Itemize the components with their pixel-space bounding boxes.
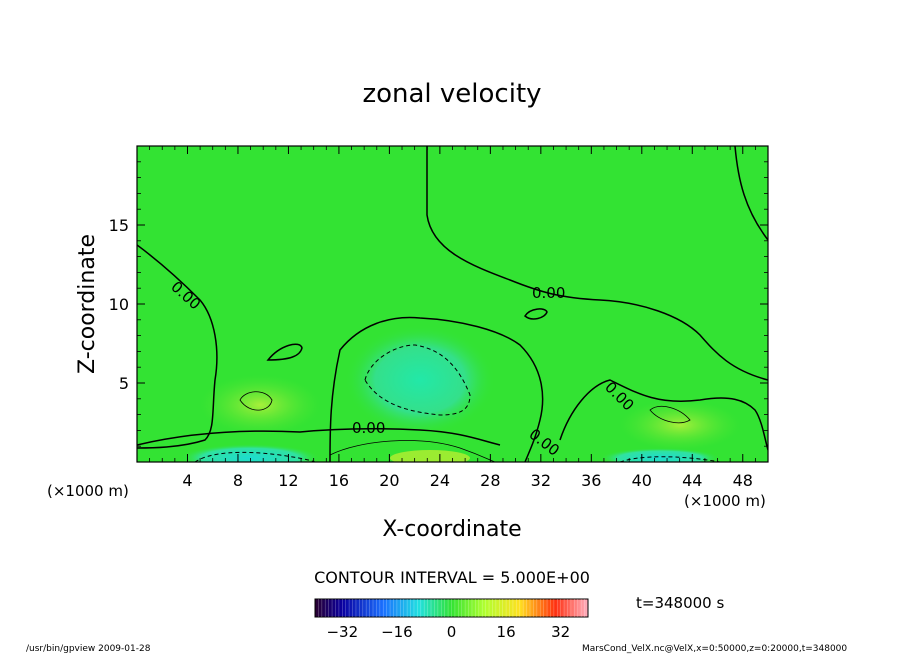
x-tick-label: 40 [632,471,652,490]
colorbar [314,598,589,618]
time-label: t=348000 s [636,594,724,612]
contour-interval: CONTOUR INTERVAL = 5.000E+00 [314,568,590,587]
y-axis-label: Z-coordinate [75,234,100,374]
chart-title: zonal velocity [362,79,541,109]
x-tick-label: 44 [682,471,702,490]
x-tick-label: 28 [480,471,500,490]
zero-contour-lower [137,427,501,446]
x-tick-label: 32 [531,471,551,490]
y-tick-label: 5 [119,374,129,393]
zero-contour-top-right [734,146,768,241]
colorbar-tick-label: 16 [497,623,516,641]
dashed-contour-bottom-right [619,456,721,462]
colorbar-tick-label: 32 [551,623,570,641]
footer-right: MarsCond_VelX.nc@VelX,x=0:50000,z=0:2000… [582,644,847,654]
thin-contour-right [649,406,691,424]
positive-region-right [620,400,740,450]
negative-contours [194,344,721,462]
x-axis-ticks: 4 8 12 16 20 24 28 32 36 40 44 48 [149,146,756,490]
x-tick-label: 8 [233,471,243,490]
contour-label: 0.00 [532,284,565,302]
x-tick-label: 48 [733,471,753,490]
colorbar-tick-label: 0 [447,623,457,641]
x-tick-label: 36 [581,471,601,490]
x-tick-label: 24 [430,471,450,490]
y-axis-ticks: 5 10 15 [109,161,768,447]
colorbar-tick-label: −32 [326,623,358,641]
x-unit-left: (×1000 m) [47,482,129,500]
dashed-contour-center [364,344,471,416]
zero-contour-left [137,244,218,449]
contour-lines [137,146,768,462]
footer-left: /usr/bin/gpview 2009-01-28 [26,644,151,654]
colorbar-ticks: −32 −16 0 16 32 [326,623,570,641]
zero-contour-blob-2 [524,308,548,320]
x-tick-label: 16 [329,471,349,490]
zero-contour-blob-1 [266,343,303,361]
positive-region-bottom-center [390,450,470,462]
thin-contour-left [239,391,273,411]
colorbar-stripes [318,599,585,617]
negative-region-bottom-right [600,448,720,462]
x-tick-label: 4 [182,471,192,490]
plot-area: 0.00 0.00 0.00 0.00 0.00 [137,146,768,462]
thin-contour-bottom [329,440,496,462]
dashed-contour-bottom-left [194,451,316,462]
negative-region-center [345,325,495,435]
x-unit-right: (×1000 m) [684,492,766,510]
x-tick-label: 20 [379,471,399,490]
y-tick-label: 10 [109,295,129,314]
x-axis-label: X-coordinate [382,517,521,542]
zero-contour-right [559,379,768,451]
zero-contour-center [329,316,544,462]
positive-contours [239,391,691,462]
zero-contour-top [426,146,768,381]
x-tick-label: 12 [278,471,298,490]
contour-label: 0.00 [352,419,385,437]
positive-region-left [200,375,320,435]
colorbar-tick-label: −16 [381,623,413,641]
y-tick-label: 15 [109,216,129,235]
